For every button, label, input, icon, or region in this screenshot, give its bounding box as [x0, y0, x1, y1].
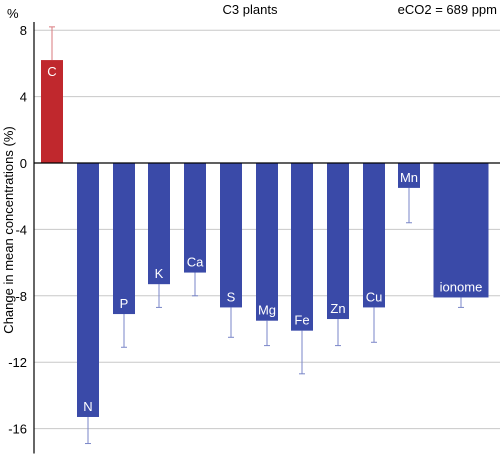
bar-label: Zn — [330, 301, 345, 316]
y-tick-label: -16 — [8, 422, 27, 437]
bar-label: P — [120, 296, 129, 311]
y-tick-label: 4 — [20, 90, 27, 105]
co2-annotation: eCO2 = 689 ppm — [398, 2, 497, 17]
bar-ca — [184, 163, 206, 273]
chart-title: C3 plants — [223, 2, 278, 17]
bar-label: Cu — [366, 289, 383, 304]
bar-s — [220, 163, 242, 308]
bar-zn — [327, 163, 349, 320]
y-unit-label: % — [7, 6, 19, 21]
y-tick-label: -8 — [15, 289, 27, 304]
bar-mg — [256, 163, 278, 321]
bar-k — [148, 163, 170, 285]
bar-label: Fe — [294, 313, 309, 328]
bar-label: S — [227, 289, 236, 304]
bar-mn — [398, 163, 420, 188]
y-tick-label: 8 — [20, 23, 27, 38]
bar-label: K — [155, 266, 164, 281]
y-axis-label: Change in mean concentrations (%) — [1, 126, 16, 333]
y-tick-label: -12 — [8, 355, 27, 370]
bar-label: Mn — [400, 170, 418, 185]
axes — [33, 22, 500, 454]
bar-fe — [291, 163, 313, 331]
bar-cu — [363, 163, 385, 308]
y-tick-labels: 8 4 0 -4 -8 -12 -16 — [8, 23, 27, 436]
y-tick-label: -4 — [15, 222, 27, 237]
bar-p — [113, 163, 135, 315]
bar-label: Mg — [258, 303, 276, 318]
bar-ionome — [433, 163, 489, 298]
bar-n — [77, 163, 99, 417]
bar-label: Ca — [187, 255, 204, 270]
bar-c — [41, 60, 63, 163]
bars: C N P K Ca S Mg Fe Zn Cu Mn ionome — [41, 26, 489, 445]
bar-label: N — [83, 399, 92, 414]
bar-label: C — [47, 64, 56, 79]
y-tick-label: 0 — [20, 156, 27, 171]
bar-label: ionome — [440, 279, 483, 294]
